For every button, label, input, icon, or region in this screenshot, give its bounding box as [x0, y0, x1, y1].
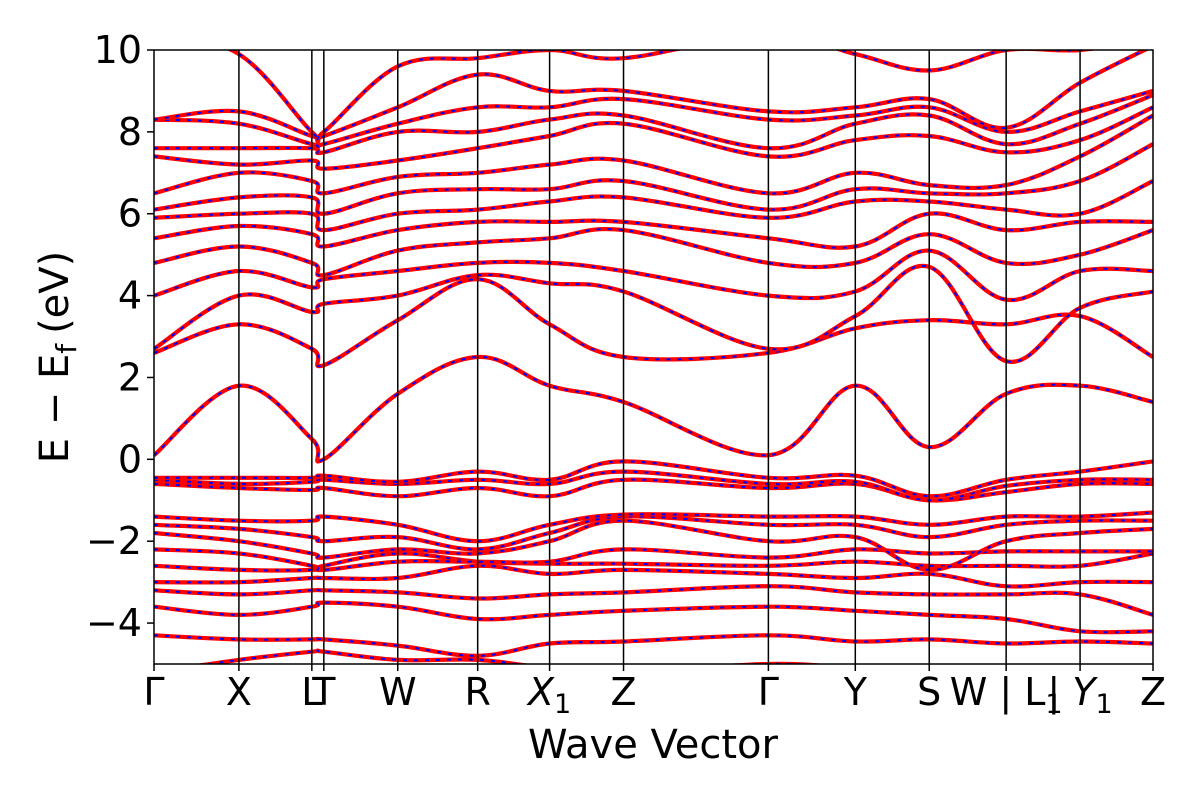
band-19: [154, 211, 1153, 250]
y-axis-label-unit: (eV): [32, 251, 78, 334]
band-23: [154, 105, 1153, 171]
band-14-overlay: [154, 355, 1153, 463]
band-17-overlay: [154, 249, 1153, 301]
x-tick-label-1: X: [226, 670, 252, 714]
band-15-overlay: [154, 278, 1153, 368]
y-tick-label-5: 6: [118, 192, 142, 236]
x-tick-label-11: W | L1: [950, 670, 1063, 720]
band-25: [154, 88, 1153, 149]
x-axis-label: Wave Vector: [528, 722, 779, 768]
band-7-overlay: [154, 548, 1153, 572]
band-9-overlay: [154, 515, 1153, 551]
band-lines: [154, 50, 1153, 664]
x-tick-label-7: Z: [611, 670, 637, 714]
band-24-overlay: [154, 94, 1153, 155]
band-8-overlay: [154, 519, 1153, 571]
x-tick-label-12: | Y1: [1047, 670, 1112, 720]
band-1: [194, 648, 828, 664]
band-18-overlay: [154, 228, 1153, 277]
x-tick-label-0: Γ: [143, 670, 164, 714]
band-3: [154, 600, 1153, 635]
band-5: [154, 563, 1153, 589]
y-tick-label-2: 0: [118, 437, 142, 481]
x-tick-label-13: Z: [1140, 670, 1166, 714]
band-13-overlay: [154, 460, 1153, 498]
y-tick-label-6: 8: [118, 110, 142, 154]
band-10-overlay: [154, 511, 1153, 543]
band-16-overlay: [154, 264, 1153, 363]
y-axis-label-main: E − E: [32, 354, 78, 464]
band-16: [154, 263, 1153, 364]
band-2: [154, 633, 1153, 658]
y-tick-label-3: 2: [118, 355, 142, 399]
band-22-overlay: [154, 114, 1153, 195]
band-6: [154, 551, 1153, 573]
x-tick-label-9: Y: [843, 670, 868, 714]
x-tick-label-2: L: [301, 670, 322, 714]
band-12-overlay: [154, 470, 1153, 502]
y-axis-ticks: −4 −2 0 2 4 6 8 10: [86, 28, 154, 645]
band-25-overlay: [154, 89, 1153, 148]
band-19-overlay: [154, 212, 1153, 249]
x-tick-label-8: Γ: [758, 670, 779, 714]
plot-frame: [153, 49, 1154, 665]
band-6-overlay: [154, 552, 1153, 572]
band-15: [154, 277, 1153, 369]
x-tick-label-10: S: [917, 670, 941, 714]
y-tick-label-0: −4: [86, 601, 142, 645]
y-tick-label-1: −2: [86, 519, 142, 563]
band-21-overlay: [154, 143, 1153, 215]
y-axis-label-subscript: f: [50, 343, 83, 354]
band-11: [154, 477, 1153, 503]
y-tick-label-7: 10: [94, 28, 142, 72]
y-tick-label-4: 4: [118, 274, 142, 318]
x-tick-label-3: T: [311, 670, 336, 714]
x-tick-label-6: X1: [526, 670, 571, 720]
x-tick-label-5: R: [464, 670, 490, 714]
kpath-vertical-lines: [238, 50, 1081, 664]
y-axis-label: E − Ef (eV): [32, 251, 83, 464]
x-tick-label-4: W: [379, 670, 417, 714]
band-20: [154, 179, 1153, 233]
x-axis-ticks: Γ X LT W R X1 Z Γ Y S W | L1| Y1 Z: [143, 664, 1166, 720]
band-4: [154, 584, 1153, 617]
band-27-overlay: [229, 50, 1090, 143]
band-14: [154, 354, 1153, 464]
